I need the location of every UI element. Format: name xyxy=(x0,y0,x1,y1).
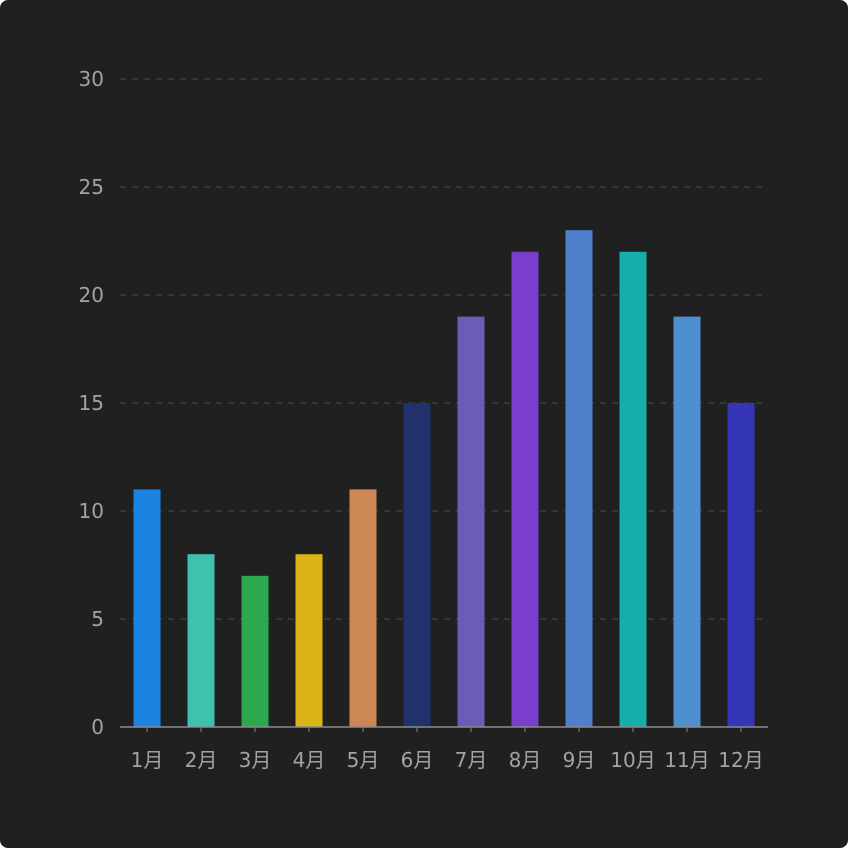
x-tick-label-1: 1月 xyxy=(131,748,164,772)
x-tick-label-5: 5月 xyxy=(347,748,380,772)
x-tick-label-6: 6月 xyxy=(401,748,434,772)
bar-9 xyxy=(565,230,593,727)
y-tick-label-15: 15 xyxy=(79,391,104,415)
bar-3 xyxy=(241,575,269,727)
bar-12 xyxy=(727,403,755,727)
x-tick-label-7: 7月 xyxy=(455,748,488,772)
x-tick-label-4: 4月 xyxy=(293,748,326,772)
bar-10 xyxy=(619,251,647,728)
bar-11 xyxy=(673,316,701,727)
bar-5 xyxy=(349,489,377,727)
y-tick-label-25: 25 xyxy=(79,175,104,199)
bar-8 xyxy=(511,251,539,728)
x-tick-label-8: 8月 xyxy=(509,748,542,772)
x-tick-label-2: 2月 xyxy=(185,748,218,772)
bars-layer xyxy=(133,230,755,728)
y-tick-label-20: 20 xyxy=(79,283,104,307)
x-tick-label-12: 12月 xyxy=(718,748,763,772)
bar-2 xyxy=(187,554,215,727)
y-tick-label-10: 10 xyxy=(79,499,104,523)
bar-4 xyxy=(295,554,323,727)
bar-7 xyxy=(457,316,485,727)
x-tick-label-3: 3月 xyxy=(239,748,272,772)
x-tick-label-11: 11月 xyxy=(664,748,709,772)
bar-6 xyxy=(403,403,431,727)
axis-layer: 0 5 10 15 20 25 30 1月 2月 3月 4月 5月 6月 7月 8月 9月 10月 11月 12月 xyxy=(79,67,768,772)
grid-layer xyxy=(120,78,768,620)
x-tick-label-10: 10月 xyxy=(610,748,655,772)
bar-1 xyxy=(133,489,161,727)
y-tick-label-5: 5 xyxy=(91,607,104,631)
y-tick-label-30: 30 xyxy=(79,67,104,91)
y-tick-label-0: 0 xyxy=(91,715,104,739)
x-tick-label-9: 9月 xyxy=(563,748,596,772)
